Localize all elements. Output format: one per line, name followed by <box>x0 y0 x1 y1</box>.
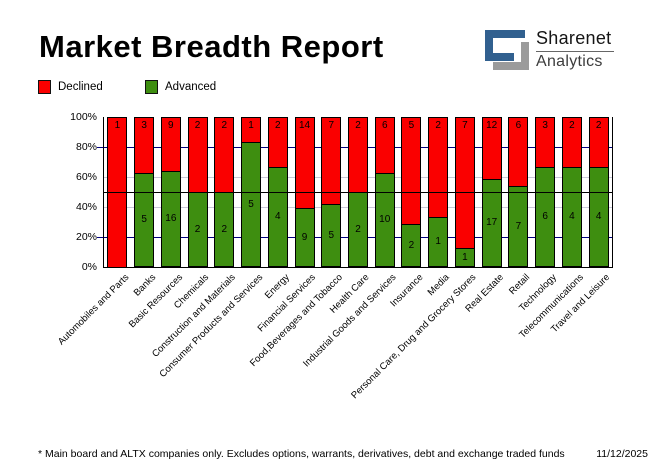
bar-advanced-segment <box>321 204 342 267</box>
bar-declined-value: 2 <box>595 120 602 131</box>
chart-plot-area: 1 3 5 9 16 2 2 2 2 1 5 2 4 14 9 7 5 2 2 6 10 5 2 2 1 7 1 12 17 6 7 3 6 2 4… <box>103 117 613 268</box>
bar-advanced-value: 2 <box>355 223 361 235</box>
bar-declined-value: 6 <box>515 120 522 131</box>
bar-declined-segment <box>321 117 342 204</box>
bar-advanced-segment <box>134 173 155 267</box>
bar-advanced-segment <box>374 173 395 267</box>
logo-brand-name: Sharenet <box>536 28 612 48</box>
bar-declined-segment <box>241 117 262 142</box>
gridline-50 <box>104 191 612 193</box>
bar-declined-value: 12 <box>486 120 498 131</box>
bar-declined-value: 6 <box>381 120 388 131</box>
bar-declined-value: 7 <box>462 120 468 131</box>
bar-advanced-value: 1 <box>462 251 468 263</box>
bar-declined-value: 9 <box>168 120 174 131</box>
bar-declined-segment <box>535 117 556 167</box>
footnote: * Main board and ALTX companies only. Ex… <box>38 448 565 460</box>
legend-label-advanced: Advanced <box>165 81 217 93</box>
y-axis-tick-label: 60% <box>75 171 97 183</box>
bar-advanced-value: 2 <box>194 223 201 235</box>
bar-advanced-value: 16 <box>165 213 177 224</box>
bar-declined-segment <box>588 117 609 167</box>
bar-declined-segment <box>267 117 288 167</box>
bar-declined-segment <box>187 117 208 192</box>
bar-advanced-value: 4 <box>274 211 281 222</box>
bar-advanced-segment <box>294 208 315 267</box>
x-axis-category-label-text: Automobiles and Parts <box>55 272 132 348</box>
bar-declined-segment <box>348 117 368 192</box>
logo-wordmark: Sharenet Analytics <box>536 28 616 71</box>
page-title: Market Breadth Report <box>39 29 384 64</box>
bar-declined-value: 2 <box>194 120 201 131</box>
bar-advanced-value: 1 <box>435 236 441 247</box>
bar-advanced-segment <box>508 186 529 267</box>
bar-advanced-value: 7 <box>515 220 522 232</box>
bar-advanced-value: 2 <box>408 239 415 251</box>
y-axis-tick-label: 100% <box>70 111 97 123</box>
bar-advanced-segment <box>481 179 502 267</box>
legend-item-advanced: Advanced <box>145 80 216 94</box>
legend-label-declined: Declined <box>58 81 103 93</box>
bar-declined-value: 1 <box>248 120 254 131</box>
bar-advanced-value: 17 <box>486 217 498 228</box>
bar-declined-segment <box>561 117 582 167</box>
y-axis-tick-label: 20% <box>75 231 97 243</box>
bar-declined-value: 14 <box>298 120 311 131</box>
logo-subbrand-name: Analytics <box>536 53 603 70</box>
y-axis-tick-mark <box>97 237 103 238</box>
bar-declined-segment <box>428 117 449 217</box>
bar-declined-segment <box>401 117 422 224</box>
bar-advanced-value: 6 <box>542 211 548 222</box>
bar-advanced-segment <box>214 192 235 267</box>
bar-advanced-segment <box>428 217 449 267</box>
bar-advanced-segment <box>348 192 368 267</box>
y-axis-tick-label: 80% <box>75 141 97 153</box>
bar-declined-segment <box>481 117 502 179</box>
bar-advanced-segment <box>160 171 181 267</box>
bar-declined-value: 1 <box>114 120 121 131</box>
bar-declined-value: 3 <box>141 120 147 131</box>
bar-declined-segment <box>294 117 315 208</box>
bar-advanced-value: 9 <box>301 231 308 243</box>
bar-declined-value: 5 <box>408 120 415 131</box>
bar-advanced-value: 4 <box>595 211 602 222</box>
y-axis-tick-label: 40% <box>75 201 97 213</box>
report-date: 11/12/2025 <box>596 448 648 460</box>
sharenet-logo-icon <box>485 30 529 70</box>
y-axis-tick-mark <box>97 147 103 148</box>
bar-advanced-value: 5 <box>141 214 147 225</box>
bar-declined-segment <box>160 117 181 171</box>
bar-advanced-segment <box>187 192 208 267</box>
bar-advanced-value: 5 <box>248 198 254 210</box>
declined-color-swatch <box>38 80 51 94</box>
bar-declined-value: 2 <box>569 120 575 131</box>
advanced-color-swatch <box>145 80 158 94</box>
bar-declined-value: 3 <box>542 120 548 131</box>
bar-declined-segment <box>454 117 475 248</box>
bar-advanced-segment <box>454 248 475 267</box>
bar-advanced-segment <box>401 224 422 267</box>
bar-advanced-value: 10 <box>379 214 391 225</box>
bar-declined-segment <box>214 117 235 192</box>
bar-declined-value: 7 <box>328 120 335 131</box>
bar-advanced-value: 5 <box>328 229 335 241</box>
x-axis-category-label-text: Personal Care, Drug and Grocery Stores <box>349 272 479 402</box>
logo-divider <box>536 51 614 52</box>
bar-declined-segment <box>374 117 395 173</box>
bar-advanced-value: 2 <box>221 223 228 235</box>
bar-declined-value: 2 <box>355 120 361 131</box>
bar-advanced-segment <box>241 142 262 267</box>
y-axis-tick-label: 0% <box>81 261 97 273</box>
bar-declined-segment <box>134 117 155 173</box>
bar-declined-value: 2 <box>274 120 281 131</box>
bar-advanced-value: 4 <box>569 211 575 222</box>
legend-item-declined: Declined <box>38 80 103 94</box>
bar-declined-segment <box>508 117 529 186</box>
bar-declined-value: 2 <box>221 120 228 131</box>
bar-declined-value: 2 <box>435 120 441 131</box>
